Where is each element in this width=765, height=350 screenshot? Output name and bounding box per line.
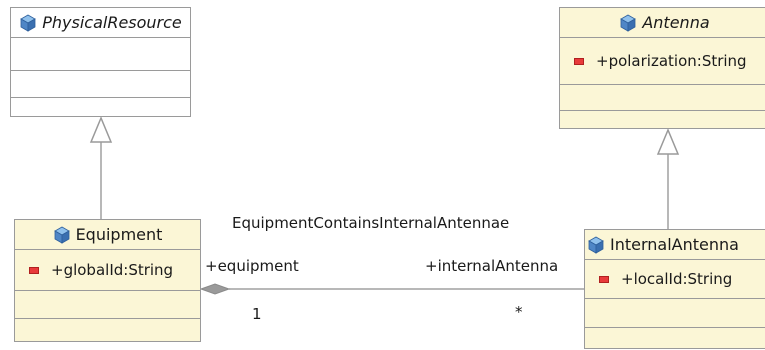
- attribute-polarization[interactable]: +polarization:String: [596, 52, 747, 70]
- public-attribute-icon: [599, 275, 609, 283]
- generalization-internalantenna-antenna[interactable]: [656, 128, 680, 229]
- class-internal-antenna[interactable]: InternalAntenna +localId:String: [584, 229, 765, 349]
- attribute-compartment: +polarization:String: [560, 38, 765, 85]
- class-equipment[interactable]: Equipment +globalId:String: [14, 219, 201, 342]
- source-role-label: +equipment: [205, 257, 299, 275]
- operation-compartment: [11, 71, 190, 98]
- class-icon: [20, 14, 37, 32]
- class-header: InternalAntenna: [585, 230, 765, 260]
- association-line[interactable]: [199, 283, 584, 295]
- composition-diamond: [199, 283, 231, 295]
- operation-compartment: [585, 299, 765, 328]
- attribute-compartment: +localId:String: [585, 260, 765, 299]
- public-attribute-icon: [574, 57, 584, 65]
- operation-compartment: [15, 291, 200, 319]
- class-name: Antenna: [642, 13, 710, 32]
- class-icon: [620, 14, 637, 32]
- extra-compartment: [585, 328, 765, 350]
- target-role-label: +internalAntenna: [425, 257, 559, 275]
- extra-compartment: [11, 98, 190, 116]
- operation-compartment: [560, 85, 765, 111]
- source-multiplicity: 1: [252, 305, 262, 323]
- attribute-compartment: [11, 38, 190, 71]
- class-name: InternalAntenna: [610, 235, 739, 254]
- class-name: PhysicalResource: [42, 13, 182, 32]
- attribute-compartment: +globalId:String: [15, 250, 200, 291]
- attribute-globalid[interactable]: +globalId:String: [51, 261, 174, 279]
- association-name: EquipmentContainsInternalAntennae: [232, 214, 510, 232]
- generalization-equipment-physicalresource[interactable]: [89, 116, 113, 219]
- class-antenna[interactable]: Antenna +polarization:String: [559, 7, 765, 129]
- class-icon: [588, 236, 604, 254]
- extra-compartment: [560, 111, 765, 128]
- class-header: PhysicalResource: [11, 8, 190, 38]
- target-multiplicity: *: [515, 303, 523, 321]
- attribute-localid[interactable]: +localId:String: [621, 270, 733, 288]
- class-icon: [53, 226, 70, 244]
- class-header: Antenna: [560, 8, 765, 38]
- class-physical-resource[interactable]: PhysicalResource: [10, 7, 191, 117]
- class-name: Equipment: [75, 225, 163, 244]
- public-attribute-icon: [29, 266, 39, 274]
- extra-compartment: [15, 319, 200, 341]
- class-header: Equipment: [15, 220, 200, 250]
